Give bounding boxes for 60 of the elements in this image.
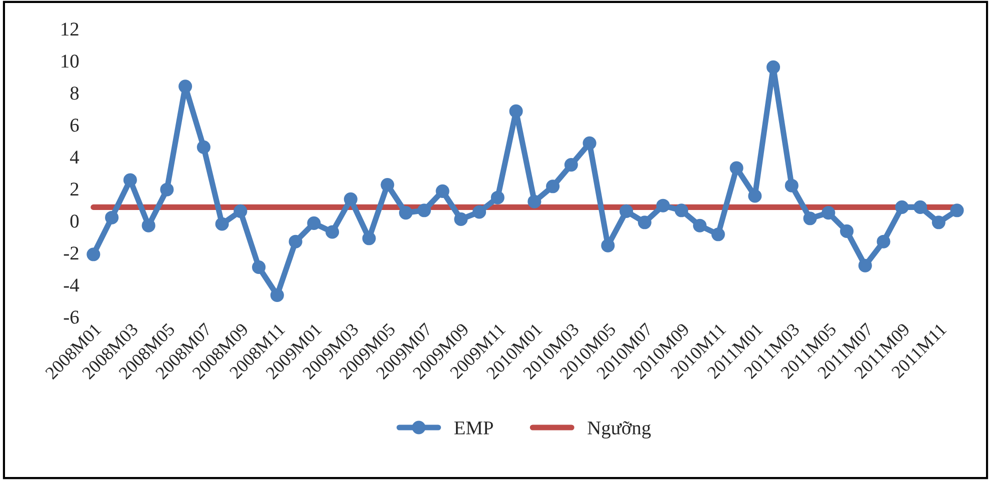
point: [784, 178, 798, 192]
y-tick-label: 12: [62, 22, 78, 36]
point: [142, 218, 156, 232]
point: [674, 204, 688, 218]
point: [932, 216, 946, 230]
point: [803, 212, 817, 226]
y-tick-label: 10: [62, 54, 79, 68]
point: [601, 238, 615, 252]
point: [528, 194, 542, 208]
point: [105, 210, 119, 224]
point: [215, 217, 229, 231]
point: [178, 80, 192, 94]
point: [656, 198, 670, 212]
point: [86, 248, 100, 262]
point: [858, 258, 872, 272]
point: [950, 204, 964, 218]
point: [840, 224, 854, 238]
y-tick-label: 8: [70, 86, 79, 100]
point: [693, 218, 707, 232]
point: [711, 228, 725, 242]
point: [472, 205, 486, 219]
point: [196, 140, 210, 154]
point: [509, 104, 523, 118]
y-tick-label: -2: [64, 246, 78, 260]
point: [914, 200, 928, 214]
point: [234, 204, 248, 218]
point: [380, 178, 394, 192]
point: [436, 184, 450, 198]
legend-label: Ngưỡng: [588, 421, 651, 439]
point: [252, 260, 266, 274]
point: [876, 234, 890, 248]
point: [564, 158, 578, 172]
point: [895, 200, 909, 214]
point: [270, 288, 284, 302]
point: [748, 189, 762, 203]
y-tick-label: -4: [64, 278, 80, 292]
y-tick-label: 2: [70, 182, 78, 196]
point: [288, 234, 302, 248]
point: [160, 182, 174, 196]
point: [344, 192, 358, 206]
y-tick-label: -6: [64, 310, 79, 324]
point: [546, 180, 560, 194]
point: [620, 204, 634, 218]
point: [399, 206, 413, 220]
point: [454, 212, 468, 226]
point: [362, 232, 376, 246]
point: [638, 216, 652, 230]
point: [822, 206, 836, 220]
y-tick-label: 6: [70, 118, 79, 132]
point: [582, 136, 596, 150]
point: [730, 161, 744, 175]
point: [326, 225, 340, 239]
point: [307, 216, 321, 230]
point: [417, 204, 431, 218]
point: [490, 190, 504, 204]
y-tick-label: 4: [70, 150, 80, 164]
point: [123, 173, 137, 187]
point: [766, 60, 780, 74]
legend-label: EMP: [454, 422, 493, 434]
y-tick-label: 0: [70, 214, 79, 228]
